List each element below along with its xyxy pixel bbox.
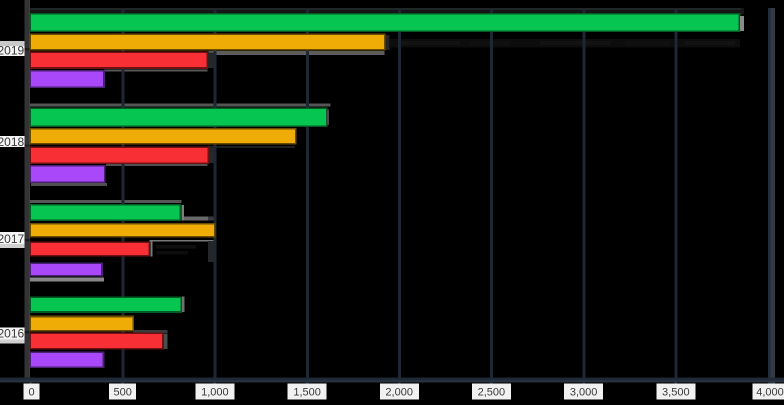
svg-text:2016: 2016 — [0, 327, 25, 341]
svg-text:4,000: 4,000 — [756, 387, 784, 399]
svg-text:1,500: 1,500 — [293, 387, 321, 399]
svg-text:1,000: 1,000 — [201, 387, 229, 399]
svg-text:2,500: 2,500 — [478, 387, 506, 399]
svg-text:2017: 2017 — [0, 232, 25, 246]
svg-text:2,000: 2,000 — [385, 387, 413, 399]
svg-text:3,000: 3,000 — [570, 387, 598, 399]
svg-text:500: 500 — [114, 387, 132, 399]
svg-text:0: 0 — [29, 387, 35, 399]
svg-text:2019: 2019 — [0, 43, 25, 57]
svg-text:2018: 2018 — [0, 135, 25, 149]
svg-text:3,500: 3,500 — [662, 387, 690, 399]
